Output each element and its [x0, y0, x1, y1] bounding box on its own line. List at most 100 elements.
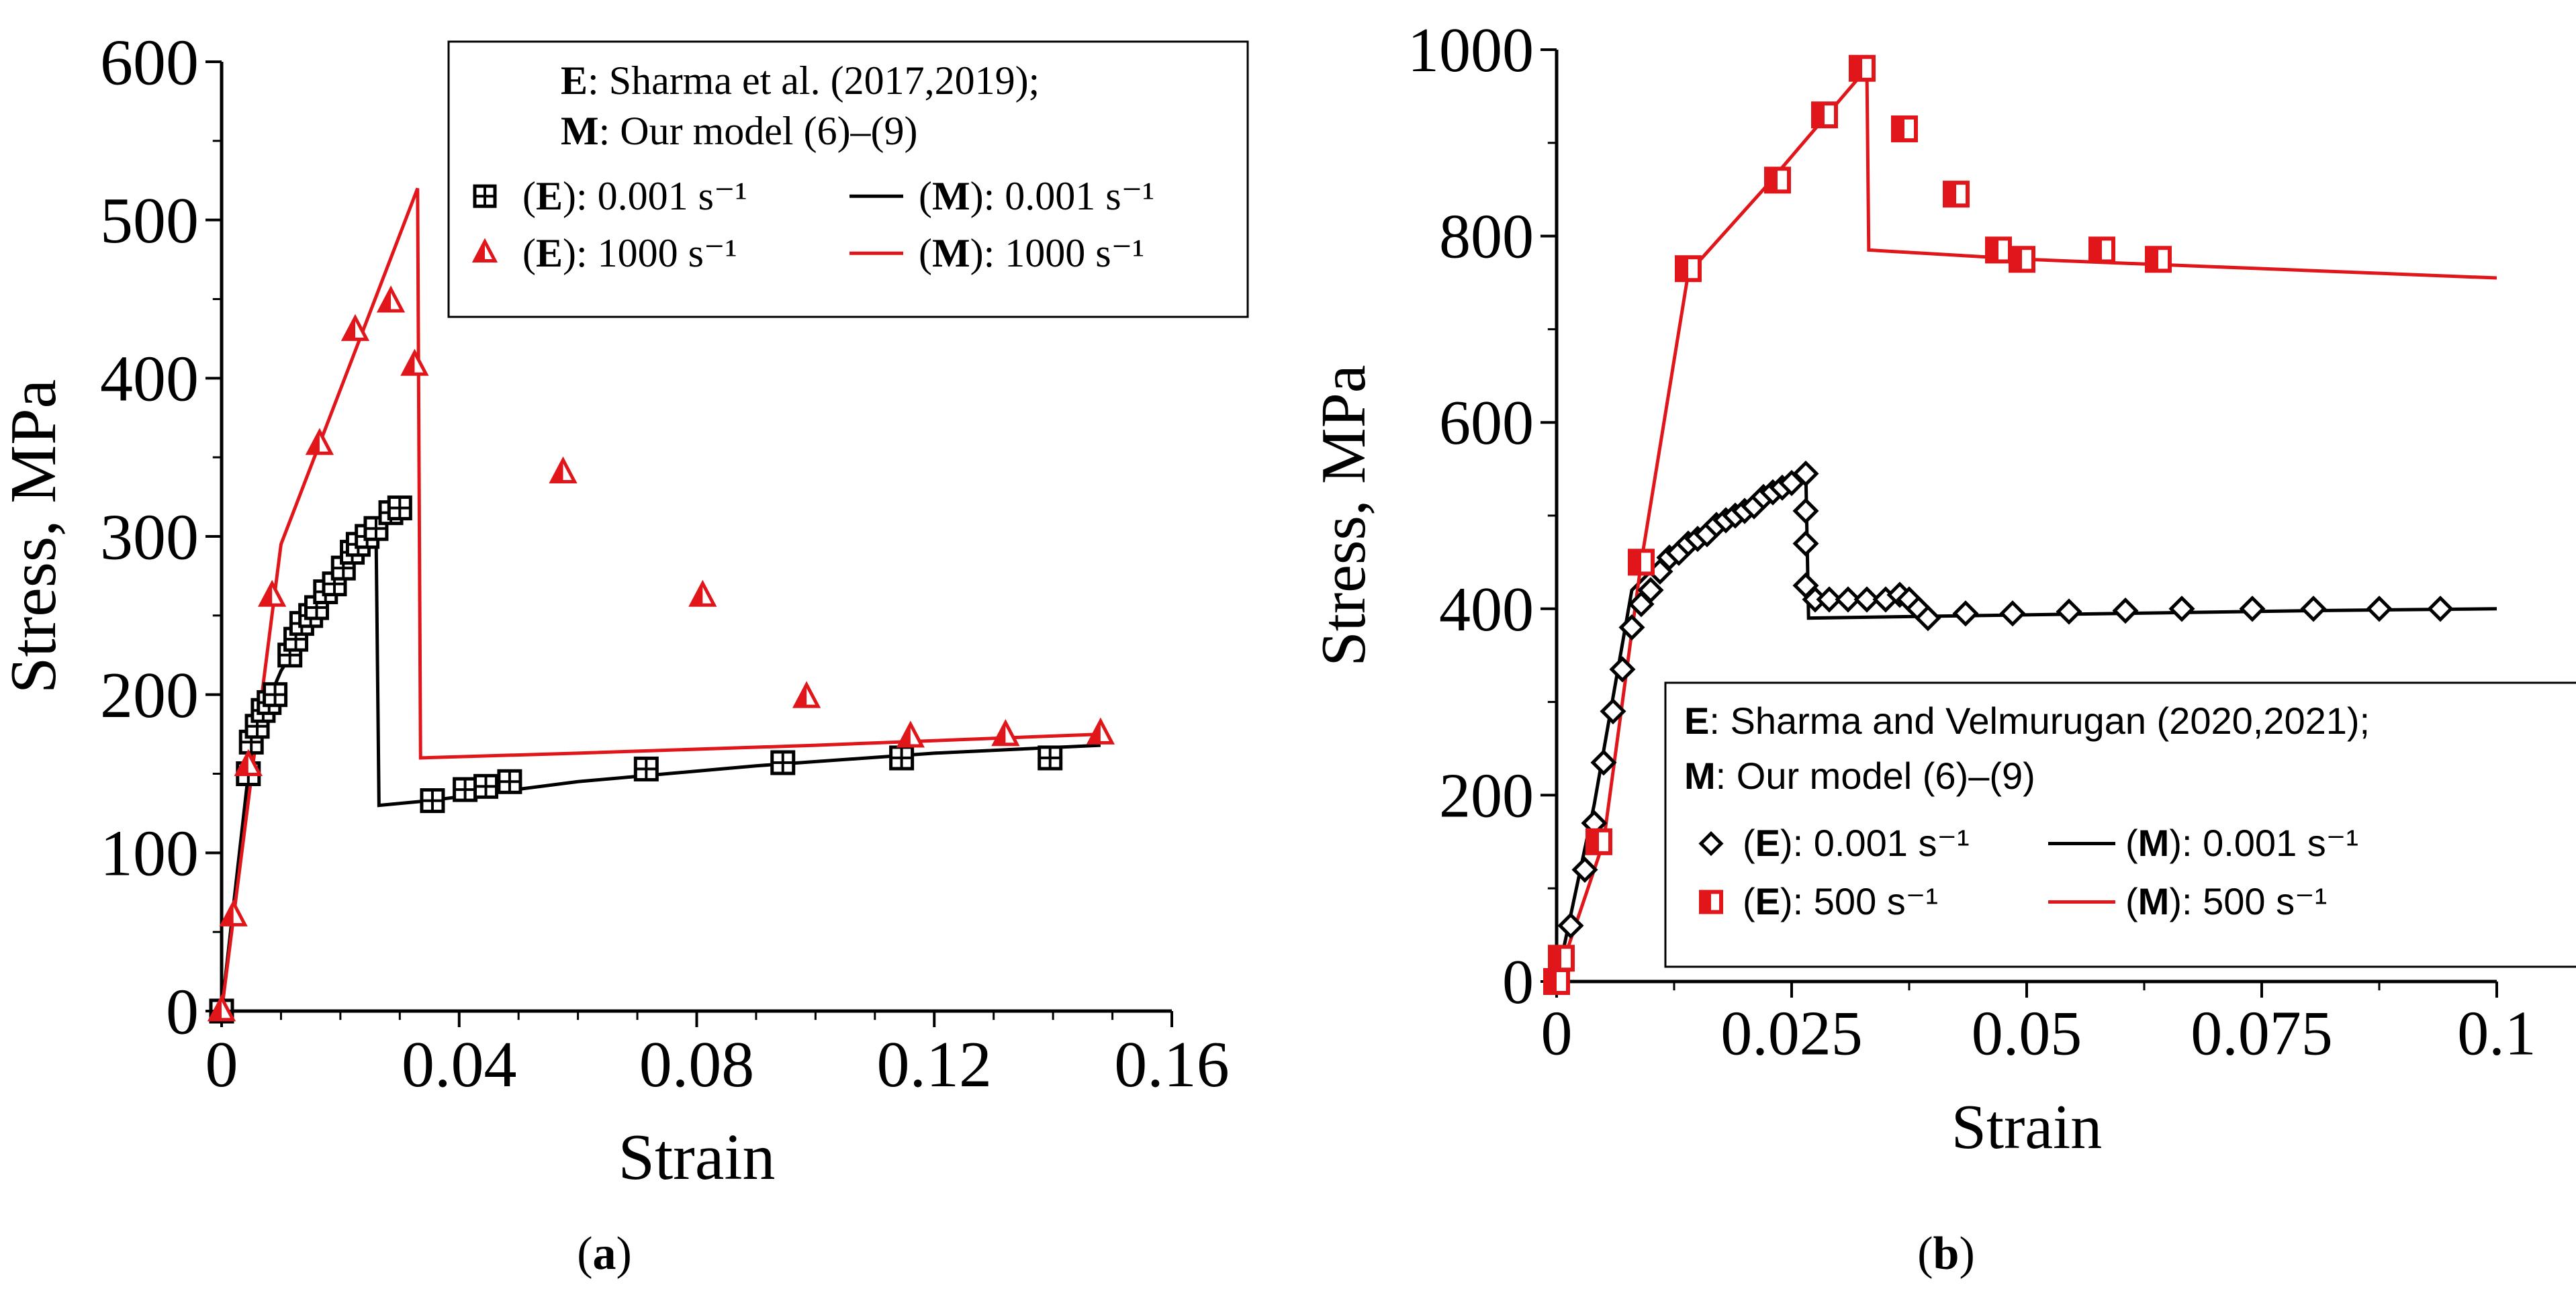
y-tick-label: 600 — [100, 26, 199, 99]
data-point — [1557, 912, 1584, 939]
y-tick-label: 300 — [100, 501, 199, 573]
legend-header: M: Our model (6)–(9) — [561, 109, 918, 153]
data-point — [1628, 548, 1655, 576]
y-axis-label: Stress, MPa — [0, 379, 70, 694]
y-tick-label: 0 — [1502, 947, 1534, 1017]
data-point — [1600, 698, 1626, 725]
x-tick-label: 0.08 — [639, 1029, 755, 1101]
legend-entry: (M): 0.001 s⁻¹ — [919, 174, 1154, 218]
data-point — [770, 750, 796, 775]
x-tick-label: 0.025 — [1720, 999, 1863, 1069]
data-point — [400, 348, 429, 376]
data-point — [1849, 54, 1876, 82]
x-axis-label: Strain — [618, 1121, 775, 1194]
data-point — [1637, 577, 1664, 604]
experiment-series-0 — [209, 495, 1063, 1024]
data-point — [896, 720, 925, 748]
y-tick-label: 400 — [100, 343, 199, 416]
y-tick-label: 200 — [100, 659, 199, 732]
data-point — [2112, 598, 2139, 624]
data-point — [376, 285, 406, 313]
data-point — [1811, 101, 1838, 129]
y-tick-label: 800 — [1439, 202, 1534, 272]
data-point — [1943, 181, 1970, 208]
y-axis-label: Stress, MPa — [1309, 365, 1379, 666]
data-point — [1590, 749, 1617, 776]
x-tick-label: 0.04 — [402, 1029, 517, 1101]
legend-entry: (E): 0.001 s⁻¹ — [1743, 822, 1970, 864]
chart-panel-a: 0 0.04 0.08 0.12 0.16 0 100 200 300 400 500 600 Stra… — [0, 26, 1249, 1280]
data-point — [1618, 614, 1645, 641]
data-point — [305, 428, 334, 455]
data-point — [340, 314, 370, 341]
y-tick-label: 1000 — [1408, 15, 1534, 85]
data-point — [263, 682, 288, 708]
y-tick-label: 0 — [166, 975, 199, 1048]
data-point — [633, 756, 659, 781]
data-point — [420, 788, 445, 814]
experiment-series-0 — [1543, 461, 2454, 995]
legend-entry: (M): 1000 s⁻¹ — [919, 231, 1144, 275]
data-point — [219, 899, 248, 926]
data-point — [1543, 968, 1570, 995]
data-point — [1853, 586, 1880, 613]
model-line-3 — [220, 187, 1101, 1012]
data-point — [1548, 945, 1575, 972]
data-point — [1915, 605, 1941, 632]
panel-label: (b) — [1917, 1228, 1975, 1280]
data-point — [2366, 595, 2393, 622]
legend: E: Sharma and Velmurugan (2020,2021); M: … — [1664, 681, 2576, 968]
panel-label: (a) — [577, 1228, 632, 1280]
data-point — [1585, 828, 1612, 855]
data-point — [2427, 595, 2454, 622]
y-tick-label: 100 — [100, 818, 199, 890]
data-point — [1609, 656, 1636, 683]
legend-entry: (E): 1000 s⁻¹ — [522, 231, 737, 275]
data-point — [2300, 595, 2327, 622]
data-point — [1792, 461, 1819, 487]
data-point — [1038, 745, 1063, 771]
data-point — [2168, 595, 2195, 622]
data-point — [363, 516, 389, 541]
x-tick-label: 0.16 — [1114, 1029, 1230, 1101]
data-point — [1792, 530, 1819, 557]
data-point — [1764, 166, 1791, 194]
data-point — [387, 495, 412, 521]
data-point — [2145, 246, 2172, 273]
data-point — [991, 719, 1020, 747]
data-point — [2239, 595, 2266, 622]
legend-header: M: Our model (6)–(9) — [1684, 755, 2035, 797]
legend-marker — [1698, 830, 1724, 857]
legend-entry: (M): 500 s⁻¹ — [2125, 880, 2327, 922]
legend-box — [447, 40, 1249, 318]
y-tick-label: 200 — [1439, 761, 1534, 830]
legend-entry: (M): 0.001 s⁻¹ — [2125, 822, 2358, 864]
data-point — [1952, 600, 1979, 627]
legend: E: Sharma et al. (2017,2019); M: Our mode… — [447, 40, 1249, 318]
data-point — [1792, 497, 1819, 524]
experiment-series-1 — [1543, 54, 2172, 995]
data-point — [688, 579, 717, 607]
x-tick-label: 0.05 — [1972, 999, 2082, 1069]
legend-entry: (E): 0.001 s⁻¹ — [522, 174, 747, 218]
legend-marker — [471, 238, 498, 262]
legend-marker — [473, 184, 497, 208]
model-line-2 — [220, 523, 1101, 1012]
y-tick-label: 500 — [100, 185, 199, 257]
x-tick-label: 0 — [1541, 999, 1573, 1069]
data-point — [258, 579, 287, 607]
x-axis-label: Strain — [1951, 1092, 2103, 1162]
chart-panel-b: 0 0.025 0.05 0.075 0.1 0 200 400 600 800 1000 Strai… — [1309, 15, 2576, 1280]
data-point — [2056, 598, 2082, 625]
x-tick-label: 0.075 — [2191, 999, 2333, 1069]
legend-marker — [1699, 890, 1723, 914]
y-tick-label: 600 — [1439, 388, 1534, 458]
legend-header: E: Sharma and Velmurugan (2020,2021); — [1684, 700, 2370, 742]
model-line-3 — [1555, 64, 2497, 982]
data-point — [1675, 255, 1702, 283]
x-tick-label: 0.1 — [2457, 999, 2536, 1069]
experiment-series-1 — [207, 285, 1115, 1022]
legend-entry: (E): 500 s⁻¹ — [1743, 880, 1938, 922]
data-point — [1816, 586, 1843, 613]
